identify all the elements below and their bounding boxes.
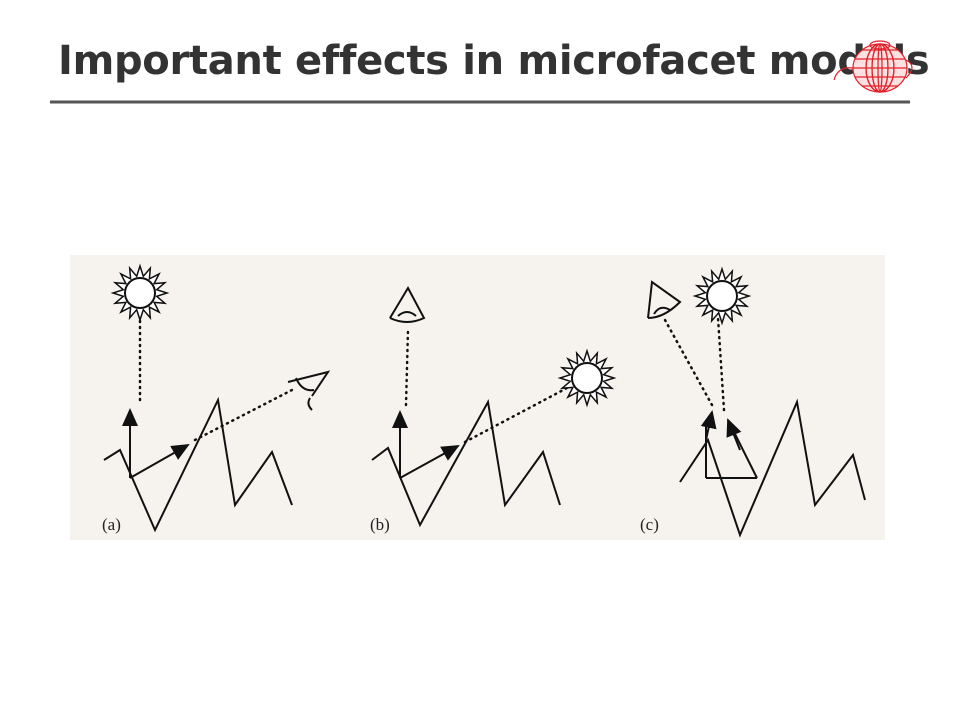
teapot-spout <box>833 67 854 81</box>
eye-icon <box>647 280 682 319</box>
dotted-ray <box>193 388 294 442</box>
slide-title: Important effects in microfacet models <box>58 38 930 84</box>
teapot-icon <box>833 40 913 93</box>
eye-icon <box>287 370 331 411</box>
dotted-ray <box>716 316 726 412</box>
dotted-ray <box>663 318 714 407</box>
eye-icon <box>389 285 426 323</box>
teapot-wire <box>865 43 895 93</box>
microsurface <box>679 398 866 538</box>
microsurface <box>103 396 293 533</box>
sun-disc <box>706 280 738 312</box>
ray <box>700 410 717 441</box>
suns <box>110 263 752 408</box>
ray <box>726 418 742 451</box>
dotted-ray <box>404 328 410 407</box>
panel-label: (c) <box>640 515 659 534</box>
panel-label: (b) <box>370 515 390 534</box>
teapot-lid <box>869 40 891 50</box>
panel-label: (a) <box>102 515 121 534</box>
teapot-handle <box>905 59 913 79</box>
view-ray <box>129 444 190 479</box>
microsurface <box>371 398 561 528</box>
dotted-ray <box>463 386 569 444</box>
sun-disc <box>571 362 603 394</box>
sun-disc <box>124 277 156 309</box>
figure-background <box>70 255 885 540</box>
light-ray <box>399 445 460 479</box>
